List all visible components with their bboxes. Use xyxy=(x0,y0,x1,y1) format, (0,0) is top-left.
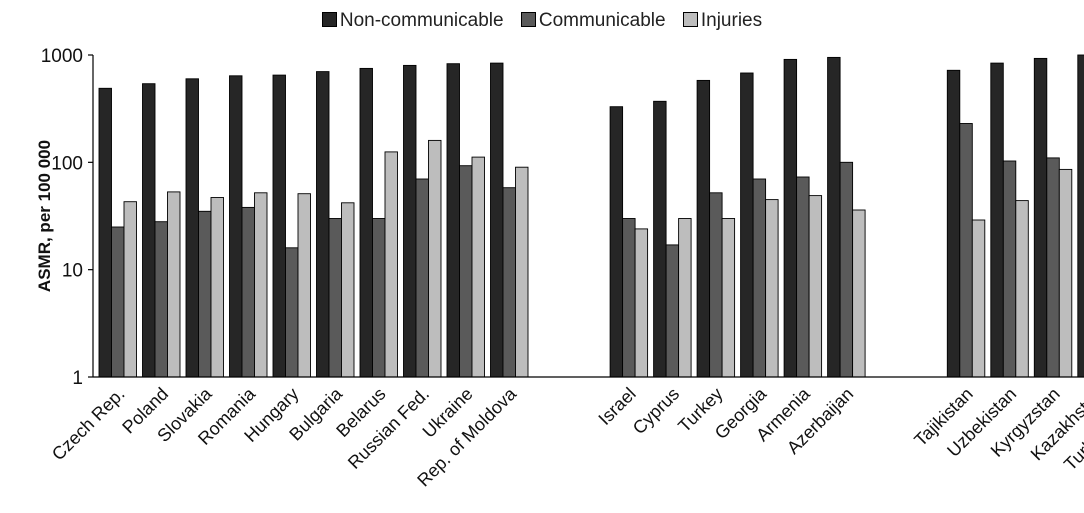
bar-injuries-12 xyxy=(721,218,736,378)
bar-injuries-7 xyxy=(428,139,442,378)
bar-non-communicable-0 xyxy=(98,87,112,378)
bar-non-communicable-9 xyxy=(490,62,504,378)
y-tick-label: 1 xyxy=(72,368,83,389)
bar-injuries-4 xyxy=(297,193,311,378)
bar-non-communicable-17 xyxy=(990,62,1004,378)
bar-non-communicable-8 xyxy=(446,63,460,378)
bar-communicable-14 xyxy=(796,176,810,378)
bar-non-communicable-19 xyxy=(1077,54,1084,378)
bar-non-communicable-11 xyxy=(653,100,667,378)
y-axis: 1 10 100 1000 xyxy=(41,46,94,389)
bar-injuries-18 xyxy=(1058,168,1073,378)
bar-communicable-4 xyxy=(285,247,299,378)
x-tick-label: Czech Rep. xyxy=(48,384,129,465)
bar-communicable-10 xyxy=(622,218,636,378)
bar-injuries-17 xyxy=(1015,200,1029,378)
bar-non-communicable-12 xyxy=(696,79,711,378)
legend-swatch-non-communicable xyxy=(321,12,337,27)
bar-communicable-2 xyxy=(198,210,212,378)
bar-communicable-12 xyxy=(709,192,723,378)
bar-injuries-3 xyxy=(254,192,268,378)
bar-communicable-15 xyxy=(839,161,854,378)
bar-non-communicable-2 xyxy=(185,78,199,378)
y-tick-label: 100 xyxy=(51,153,83,174)
bar-non-communicable-13 xyxy=(740,72,754,378)
bar-communicable-6 xyxy=(372,218,386,378)
bar-communicable-13 xyxy=(752,178,767,378)
legend-item-non-communicable: Non-communicable xyxy=(321,10,504,32)
x-tick-label: Cyprus xyxy=(629,384,683,438)
bar-communicable-18 xyxy=(1046,157,1060,378)
bar-communicable-9 xyxy=(502,187,516,378)
legend-swatch-injuries xyxy=(682,12,698,27)
bar-non-communicable-18 xyxy=(1033,57,1048,378)
bar-communicable-7 xyxy=(415,178,429,378)
bar-communicable-8 xyxy=(459,165,473,378)
bar-non-communicable-1 xyxy=(142,83,156,378)
bar-injuries-5 xyxy=(341,202,355,378)
bar-communicable-16 xyxy=(959,123,973,378)
legend-swatch-communicable xyxy=(520,12,536,27)
bar-communicable-17 xyxy=(1002,160,1017,378)
bar-communicable-1 xyxy=(154,221,168,378)
bar-non-communicable-4 xyxy=(272,74,286,378)
legend-label-non-communicable: Non-communicable xyxy=(339,10,504,31)
bar-injuries-1 xyxy=(167,191,181,378)
y-tick-label: 10 xyxy=(62,261,83,282)
bar-injuries-11 xyxy=(678,218,692,378)
y-axis-label: ASMR, per 100 000 xyxy=(35,140,54,292)
bar-communicable-0 xyxy=(111,226,125,378)
bar-non-communicable-15 xyxy=(827,56,841,378)
bar-non-communicable-7 xyxy=(403,64,417,378)
bar-injuries-14 xyxy=(808,195,823,378)
bar-injuries-6 xyxy=(384,151,398,378)
bar-communicable-5 xyxy=(328,218,342,378)
bar-non-communicable-5 xyxy=(316,71,330,378)
legend-item-injuries: Injuries xyxy=(682,10,763,32)
legend-label-injuries: Injuries xyxy=(700,10,763,31)
bar-non-communicable-3 xyxy=(229,75,243,378)
bar-injuries-16 xyxy=(971,219,986,378)
bar-communicable-3 xyxy=(241,206,255,378)
bar-injuries-9 xyxy=(515,166,529,378)
bar-injuries-2 xyxy=(210,197,224,378)
legend-label-communicable: Communicable xyxy=(538,10,666,31)
legend-item-communicable: Communicable xyxy=(520,10,666,32)
legend: Non-communicable Communicable Injuries xyxy=(0,10,1084,32)
bar-injuries-8 xyxy=(471,156,485,378)
bar-injuries-13 xyxy=(765,199,779,378)
bar-injuries-10 xyxy=(634,228,649,378)
bar-non-communicable-16 xyxy=(946,69,961,378)
bar-non-communicable-10 xyxy=(609,106,624,378)
bar-injuries-15 xyxy=(852,209,866,378)
x-axis: Czech Rep.PolandSlovakiaRomaniaHungaryBu… xyxy=(48,376,1084,491)
bar-communicable-11 xyxy=(665,244,680,378)
bar-non-communicable-6 xyxy=(359,67,373,378)
y-tick-label: 1000 xyxy=(41,46,83,67)
bar-injuries-0 xyxy=(123,201,137,378)
bar-non-communicable-14 xyxy=(783,58,798,378)
bars xyxy=(98,54,1084,378)
